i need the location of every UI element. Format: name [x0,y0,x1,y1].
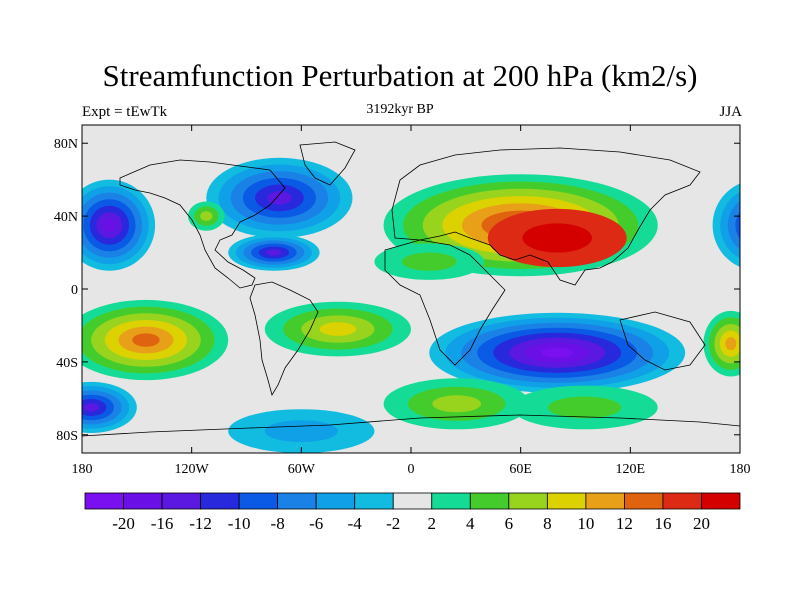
coast-antarctica [82,414,740,437]
contour-north-africa-ridge-1 [401,252,457,271]
coast-greenland [299,141,356,186]
lon-tick-label-0: 180 [72,462,93,477]
lat-tick-label-0: 80N [54,137,78,152]
contour-antarctic-low-1 [264,420,338,443]
colorbar-label-15: 20 [693,514,710,533]
colorbar-box-16 [701,492,741,510]
colorbar-box-1 [123,492,163,510]
coast-africa [384,239,506,366]
contour-n-pacific-low-east-5 [751,218,766,233]
colorbar-label-13: 12 [616,514,633,533]
colorbar-box-14 [624,492,664,510]
colorbar-label-10: 6 [505,514,514,533]
lon-tick-label-4: 60E [509,462,532,477]
contour-n-pacific-low-6 [102,218,116,232]
colorbar-box-7 [354,492,394,510]
time-label: 3192kyr BP [366,102,434,117]
lat-tick-label-1: 40N [54,210,78,225]
colorbar-label-14: 16 [654,514,671,533]
lon-tick-label-6: 180 [730,462,751,477]
coastlines [82,141,740,437]
colorbar-box-13 [585,492,625,510]
colorbar-box-11 [508,492,548,510]
lat-tick-label-4: 80S [56,429,78,444]
colorbar-label-7: -2 [386,514,400,533]
latitude-axis: 80N 40N 0 40S 80S [54,137,740,444]
contour-s-america-high-3 [319,322,357,336]
colorbar-box-2 [161,492,201,510]
lon-tick-label-5: 120E [616,462,646,477]
colorbar-box-3 [200,492,240,510]
colorbar-label-12: 10 [577,514,594,533]
contour-caribbean-low-5 [266,249,282,256]
colorbar-box-0 [84,492,124,510]
contour-ne-pacific-ridge-2 [200,211,213,221]
contour-australia-high-4 [725,337,737,351]
season-label: JJA [719,104,742,120]
colorbar-label-8: 2 [428,514,437,533]
experiment-label: Expt = tEwTk [82,104,168,120]
lat-tick-label-3: 40S [56,356,78,371]
contour-s-indian-low-7 [541,347,574,358]
contour-eurasia-core-1 [522,223,592,253]
contour-na-low-5 [267,191,292,205]
colorbar-label-9: 4 [466,514,475,533]
contour-s-indian-ridge-1 [548,396,622,419]
coast-eurasia [391,147,701,286]
colorbar-label-1: -16 [151,514,174,533]
colorbar-box-12 [546,492,587,510]
colorbar-box-8 [392,492,433,510]
colorbar-label-4: -8 [271,514,285,533]
lat-tick-label-2: 0 [71,283,78,298]
contour-s-pacific-low-5 [83,403,99,412]
contour-n-pacific-low-east-2 [727,200,740,250]
coast-north-america [119,159,286,289]
longitude-axis: 180 120W 60W 0 60E 120E 180 [72,125,751,477]
lon-tick-label-2: 60W [288,462,316,477]
contour-s-atlantic-high-2 [432,395,482,413]
streamfunction-contours [82,157,773,453]
colorbar: -20 -16 -12 -10 -8 -6 -4 -2 2 4 6 8 10 12 16 20 [84,492,741,533]
colorbar-label-5: -6 [309,514,323,533]
contour-s-pacific-high-5 [132,333,160,347]
colorbar-box-10 [469,492,510,510]
plot-title: Streamfunction Perturbation at 200 hPa (… [102,58,698,93]
coast-australia [619,311,706,371]
colorbar-label-11: 8 [543,514,552,533]
colorbar-box-9 [431,492,471,510]
colorbar-box-6 [315,492,356,510]
contour-n-pacific-low-east-4 [743,210,773,240]
lon-tick-label-1: 120W [175,462,210,477]
colorbar-box-15 [662,492,702,510]
colorbar-label-2: -12 [189,514,212,533]
colorbar-label-0: -20 [112,514,135,533]
colorbar-label-3: -10 [228,514,251,533]
coast-south-america [249,281,319,397]
colorbar-box-5 [277,492,317,510]
contour-n-pacific-low-east-3 [735,211,740,239]
colorbar-label-6: -4 [348,514,363,533]
lon-tick-label-3: 0 [408,462,415,477]
colorbar-box-4 [238,492,279,510]
